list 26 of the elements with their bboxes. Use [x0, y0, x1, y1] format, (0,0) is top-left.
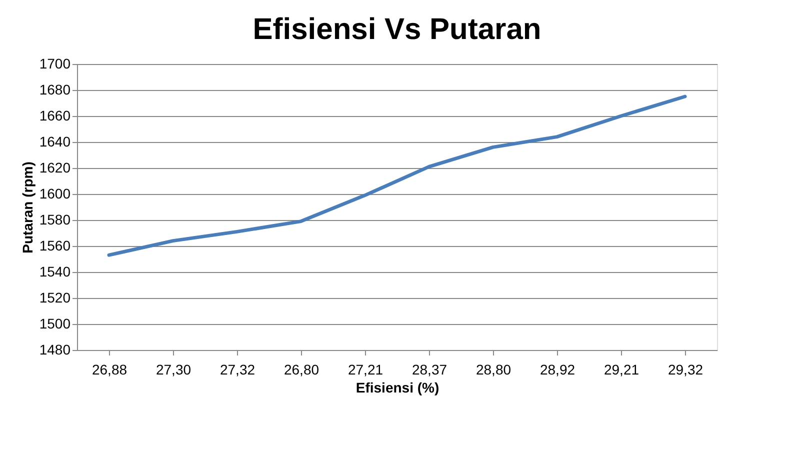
- x-tick-label: 29,32: [668, 362, 704, 378]
- y-tick-label: 1580: [39, 212, 71, 228]
- x-tick-label: 29,21: [604, 362, 640, 378]
- y-tick-label: 1620: [39, 160, 71, 176]
- x-tick-label: 26,88: [92, 362, 128, 378]
- y-tick-label: 1480: [39, 342, 71, 358]
- y-tick-label: 1520: [39, 290, 71, 306]
- x-tick-label: 27,30: [156, 362, 192, 378]
- chart-title: Efisiensi Vs Putaran: [252, 13, 542, 46]
- x-tick-label: 27,21: [348, 362, 384, 378]
- y-tick-label: 1700: [39, 56, 71, 72]
- line-series: [107, 94, 687, 257]
- x-axis-title: Efisiensi (%): [356, 380, 440, 396]
- y-tick-label: 1600: [39, 186, 71, 202]
- y-tick-label: 1540: [39, 264, 71, 280]
- x-tick-label: 27,32: [220, 362, 256, 378]
- x-tick-label: 28,80: [476, 362, 512, 378]
- y-axis-title: Putaran (rpm): [19, 162, 36, 254]
- y-tick-label: 1660: [39, 108, 71, 124]
- y-tick-label: 1640: [39, 134, 71, 150]
- y-tick-label: 1500: [39, 316, 71, 332]
- y-tick-label: 1560: [39, 238, 71, 254]
- x-tick-label: 26,80: [284, 362, 320, 378]
- x-tick-label: 28,92: [540, 362, 576, 378]
- y-tick-label: 1680: [39, 82, 71, 98]
- x-tick-label: 28,37: [412, 362, 448, 378]
